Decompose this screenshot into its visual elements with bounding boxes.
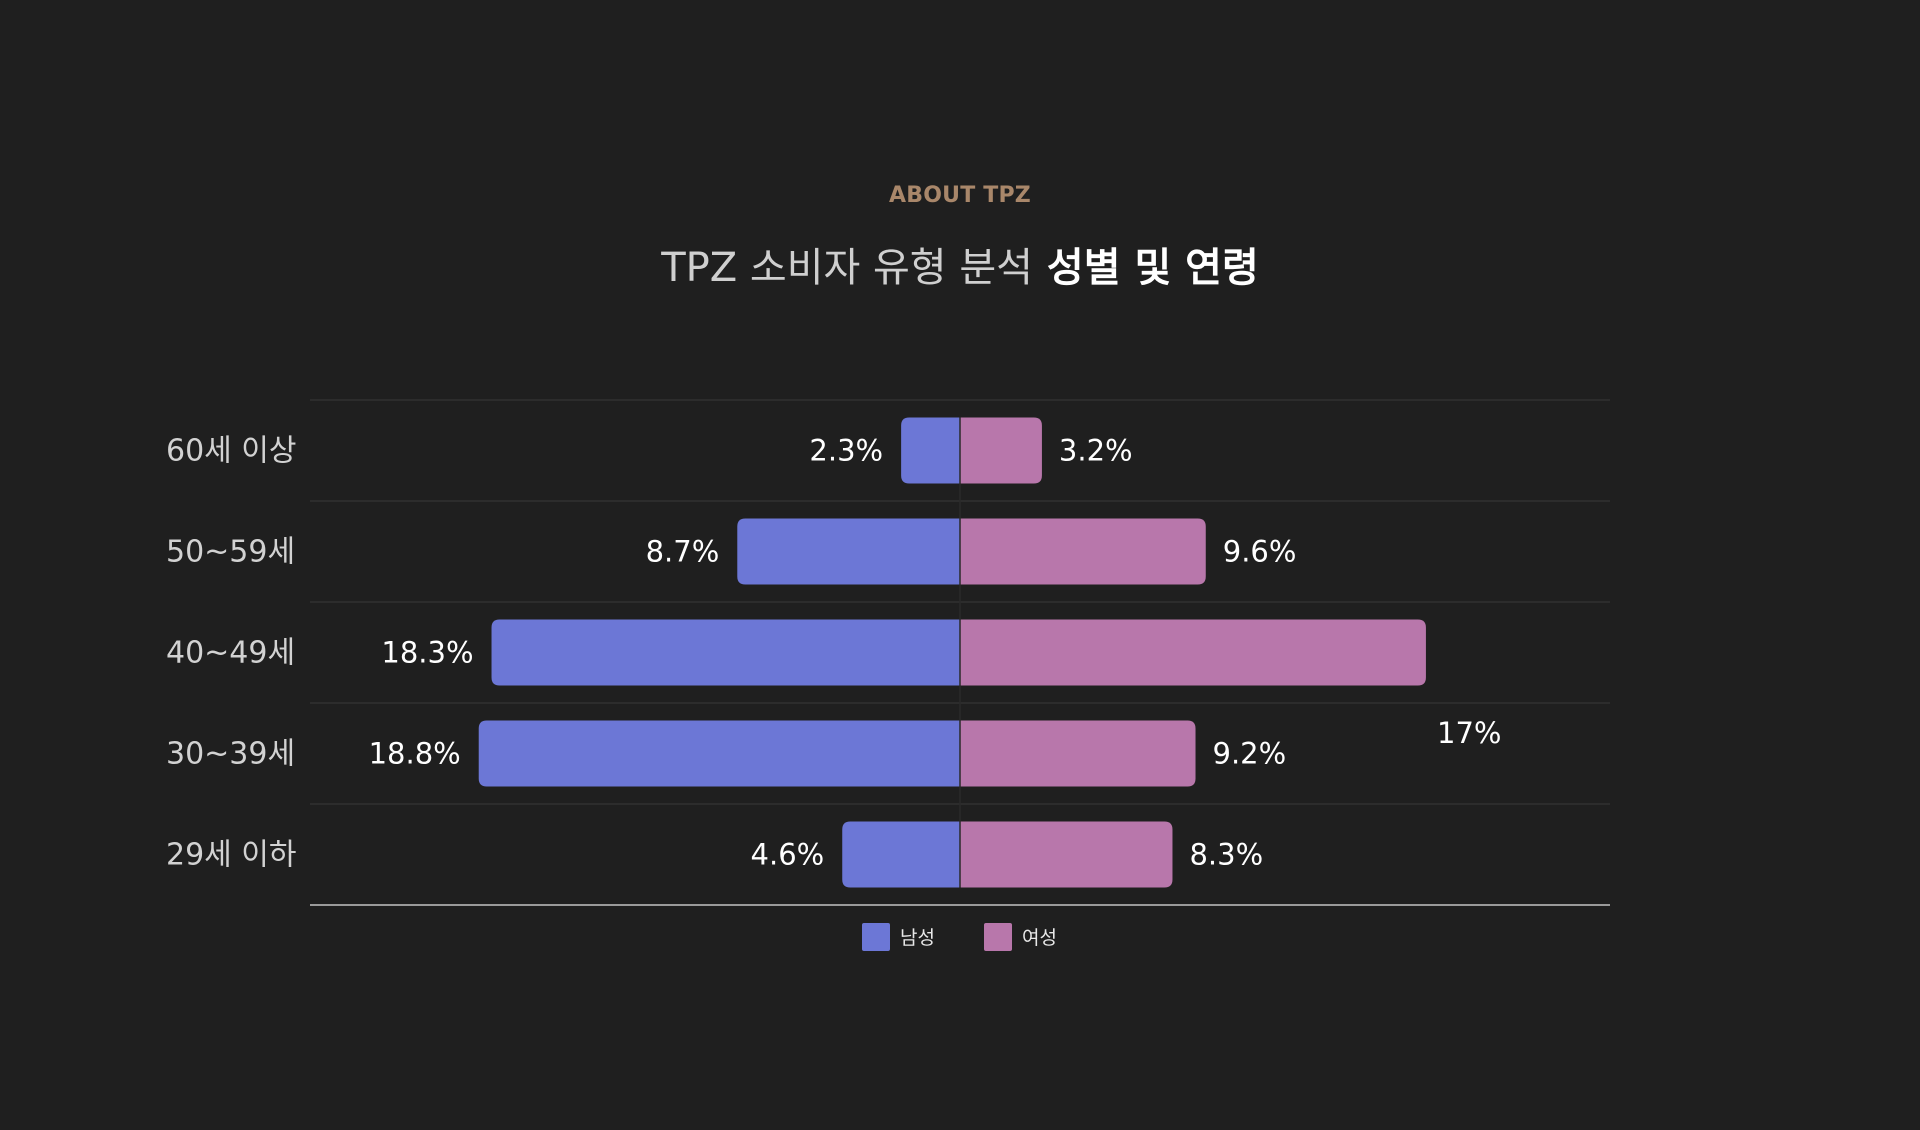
bar-male	[478, 720, 960, 787]
value-label-female: 9.6%	[1223, 535, 1297, 569]
legend-swatch-male	[862, 923, 890, 951]
value-label-female: 3.2%	[1059, 434, 1133, 468]
bar-female	[960, 417, 1042, 484]
category-label: 40~49세	[166, 636, 295, 671]
bar-female	[960, 518, 1206, 585]
bar-male	[901, 417, 960, 484]
bar-female	[960, 720, 1196, 787]
bar-male	[491, 619, 960, 686]
value-label-male: 18.8%	[369, 737, 461, 771]
eyebrow-label: ABOUT TPZ	[889, 183, 1031, 208]
title-light: TPZ 소비자 유형 분석	[661, 245, 1033, 291]
legend-label-female: 여성	[1022, 927, 1057, 949]
value-label-male: 2.3%	[809, 434, 883, 468]
legend-label-male: 남성	[900, 927, 935, 949]
category-label: 50~59세	[166, 535, 295, 570]
value-label-male: 8.7%	[646, 535, 720, 569]
bar-male	[842, 821, 960, 888]
category-label: 29세 이하	[166, 838, 297, 873]
page-title: TPZ 소비자 유형 분석 성별 및 연령	[0, 240, 1920, 296]
bar-female	[960, 821, 1173, 888]
value-label-male: 4.6%	[751, 838, 825, 872]
title-bold: 성별 및 연령	[1046, 245, 1259, 291]
value-label-female: 8.3%	[1189, 838, 1263, 872]
bar-male	[737, 518, 960, 585]
value-label-female: 9.2%	[1213, 737, 1287, 771]
category-label: 30~39세	[166, 737, 295, 772]
legend-swatch-female	[984, 923, 1012, 951]
bar-female	[960, 619, 1426, 686]
value-label-male: 18.3%	[381, 636, 473, 670]
annotation-label: 17%	[1437, 716, 1501, 750]
category-label: 60세 이상	[166, 434, 297, 469]
